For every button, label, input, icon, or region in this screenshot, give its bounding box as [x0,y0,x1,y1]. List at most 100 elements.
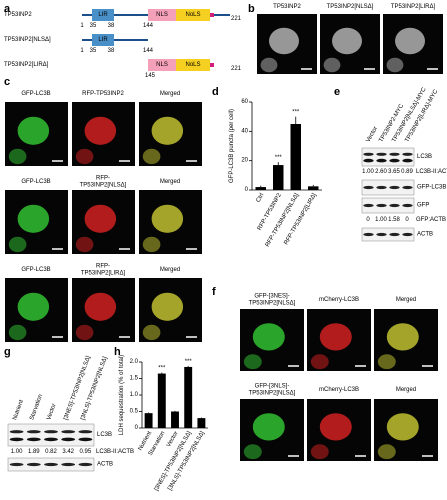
cell [252,413,285,441]
blot-label: GFP [417,203,429,209]
image-title: Merged [396,297,416,303]
panel-label: c [4,76,10,88]
cell [377,354,396,370]
band [78,430,93,434]
cell [252,323,285,351]
domain-label: NLS [156,62,168,68]
residue: 145 [145,73,156,79]
blot [361,179,415,196]
x-tick-label: RFP-TP53INP2[LIRΔ] [283,192,318,246]
domain [148,59,176,71]
cell [17,116,50,145]
bar [157,373,166,428]
band [61,430,76,434]
cell [17,292,50,321]
panel-label: e [334,86,340,98]
cell [310,354,329,370]
ratio: 1.00 [11,449,23,455]
band [389,203,400,208]
band [402,203,413,208]
band [9,462,24,467]
image-title: GFP-[3NES]-TP53INP2[NLSΔ] [249,294,296,307]
cell [395,27,425,55]
ratio: 1.58 [388,217,400,223]
bar [184,366,193,428]
ratio: 3.42 [62,449,74,455]
domain-label: NLS [156,12,168,18]
domain [176,9,210,21]
image-title: TP53INP2[NLSΔ] [327,4,374,10]
band [26,430,41,434]
band [363,158,374,163]
ratio-label: GFP:ACTB [416,217,446,223]
image-title: RFP-TP53INP2[LIRΔ] [81,264,126,277]
significance: *** [185,359,193,365]
blot-label: LC3B [417,154,432,160]
band [376,185,387,190]
image-title: Merged [396,387,416,393]
domain [148,9,176,21]
panel-label: a [4,3,11,15]
y-tick-label: 40 [241,128,248,134]
band [26,437,41,442]
image-title: GFP-[3NLS]-TP53INP2[NLSΔ] [249,384,296,397]
cell [75,324,94,341]
cell [151,116,184,145]
cell [310,444,329,460]
band [376,152,387,156]
bar [255,187,266,190]
panel-label: f [212,286,216,298]
y-tick-label: 0.5 [130,409,139,415]
residue: 221 [231,66,242,72]
bar [197,418,206,428]
ratio: 2.60 [375,169,387,175]
bar [144,413,153,428]
lane-label: Starvation [29,394,44,421]
band [44,430,58,434]
y-tick-label: 2.0 [130,359,139,365]
cell [84,204,117,233]
band [402,232,413,237]
panel-label: b [248,3,255,15]
band [78,437,93,442]
ratio: 0.95 [80,449,92,455]
band [44,462,58,467]
domain [92,34,114,46]
band [402,152,413,156]
cell [386,413,419,441]
bar [171,411,179,428]
ratio: 1.00 [362,169,374,175]
lane-label: Nutrient [12,399,25,421]
tag [210,13,214,17]
bar [308,186,319,190]
band [363,203,374,208]
ratio: 0.82 [45,449,57,455]
ratio-label: LC3B-II:ACTB [96,449,134,455]
band [389,152,400,156]
y-tick-label: 1.5 [130,376,139,382]
cell [84,116,117,145]
image-title: RFP-TP53INP2[NLSΔ] [80,176,127,189]
cell [319,413,352,441]
domain [92,9,114,21]
band [363,232,374,237]
residue: 38 [108,23,115,29]
cell [151,292,184,321]
construct-name: TP53INP2[NLSΔ] [4,37,51,43]
residue: 144 [143,23,154,29]
band [61,462,76,467]
image-title: RFP-TP53INP2 [82,91,124,97]
cell [142,236,161,253]
x-tick-label: Ctrl [255,193,265,204]
panel-label: h [114,346,121,358]
image-title: Merged [160,91,180,97]
band [61,437,76,442]
band [9,437,24,442]
domain-label: NoLS [185,12,200,18]
significance: *** [158,366,166,372]
cell [243,354,262,370]
cell [75,148,94,165]
band [402,185,413,190]
band [9,430,24,434]
domain-label: LIR [98,37,108,43]
